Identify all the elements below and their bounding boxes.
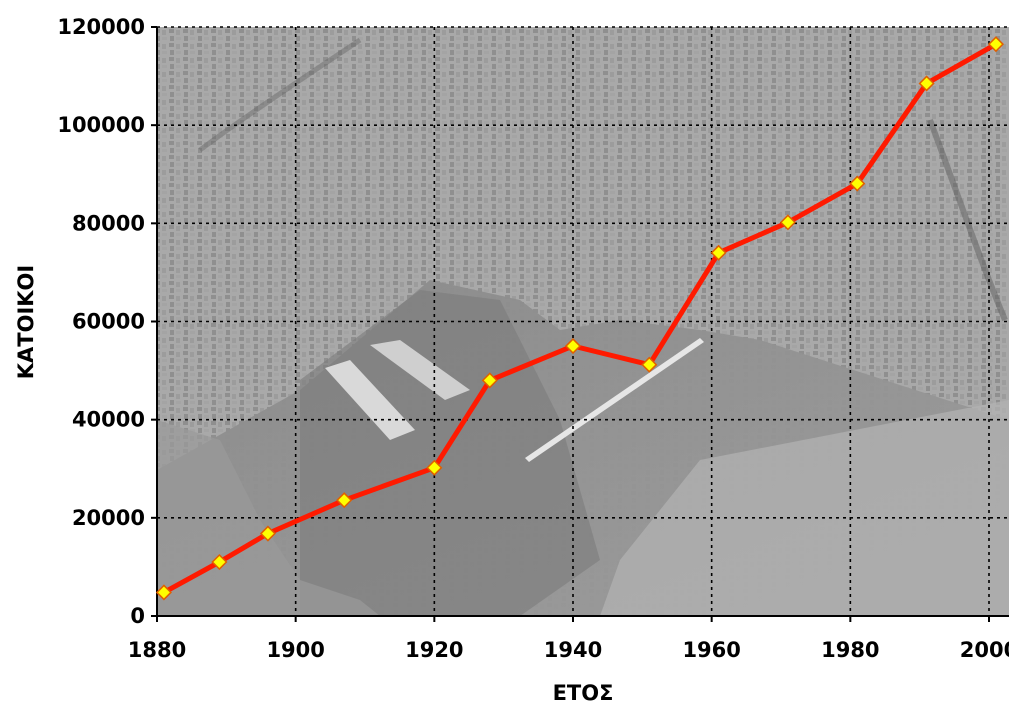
y-tick-label-80000: 80000 [72, 211, 145, 235]
lower-right-shallows [600, 400, 1009, 616]
x-tick-label-1980: 1980 [821, 638, 879, 662]
y-tick-label-20000: 20000 [72, 506, 145, 530]
data-point-1928 [481, 372, 498, 389]
data-point-1991 [918, 75, 935, 92]
data-point-1907 [336, 492, 353, 509]
data-point-1896 [259, 525, 276, 542]
avenue-left [198, 37, 362, 153]
x-tick-labels: 1880 1900 1920 1940 1960 1980 2000 [128, 638, 1009, 662]
data-point-1889 [211, 553, 228, 571]
bay-water [300, 290, 600, 616]
ring-road-right [927, 118, 1008, 322]
data-point-1881 [155, 584, 172, 601]
data-point-1981 [849, 175, 866, 192]
breakwater [525, 338, 704, 462]
y-tick-label-60000: 60000 [72, 310, 145, 334]
x-tick-label-1920: 1920 [405, 638, 463, 662]
x-axis-title: ΕΤΟΣ [553, 681, 614, 705]
x-tick-label-1960: 1960 [682, 638, 740, 662]
series-layer [155, 36, 1004, 601]
data-point-2001 [987, 36, 1004, 53]
data-point-1961 [710, 244, 727, 261]
y-tick-label-0: 0 [130, 604, 145, 628]
data-point-1920 [426, 459, 443, 476]
y-tick-label-40000: 40000 [72, 408, 145, 432]
x-tick-label-1900: 1900 [266, 638, 324, 662]
y-axis-title: ΚΑΤΟΙΚΟΙ [14, 265, 38, 379]
pier-center [370, 340, 470, 400]
y-tick-labels: 0 20000 40000 60000 80000 100000 120000 [57, 15, 145, 628]
data-point-1971 [779, 214, 796, 231]
axes [151, 26, 1009, 622]
x-tick-label-1940: 1940 [544, 638, 602, 662]
y-tick-label-120000: 120000 [57, 15, 145, 39]
pier-west [325, 360, 415, 440]
x-tick-label-2000: 2000 [960, 638, 1009, 662]
y-tick-label-100000: 100000 [57, 113, 145, 137]
x-tick-label-1880: 1880 [128, 638, 186, 662]
data-point-1951 [641, 356, 658, 373]
data-point-1940 [564, 337, 582, 355]
